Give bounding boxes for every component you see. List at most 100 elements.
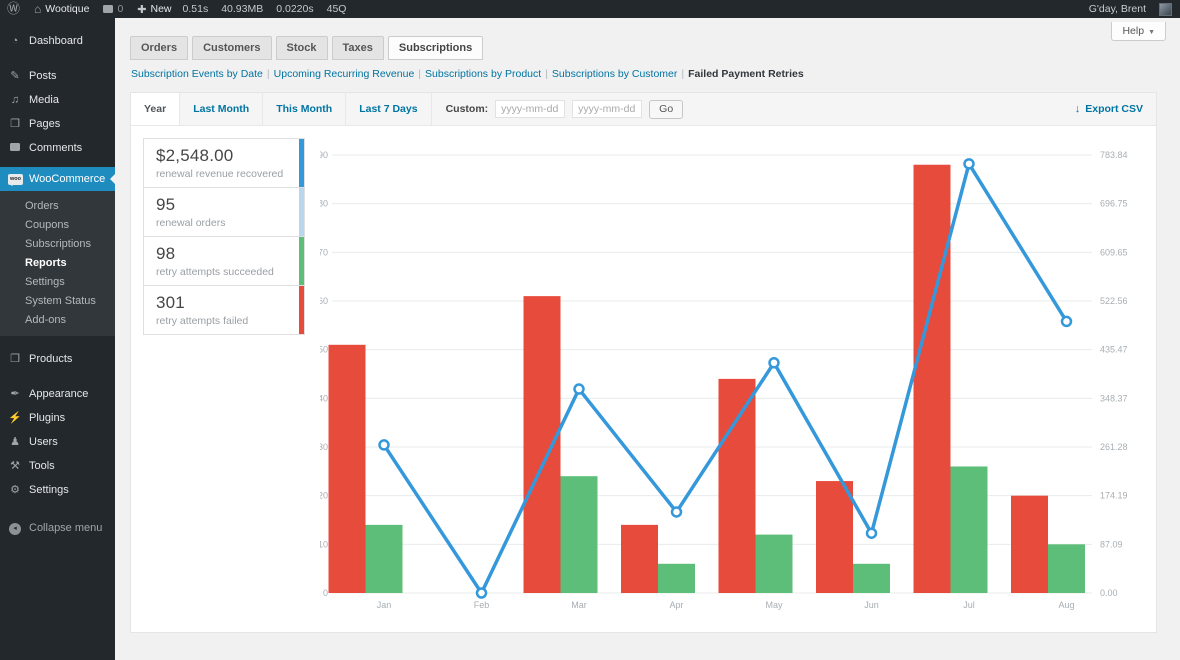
comments-shortcut[interactable]: 0 <box>96 0 130 18</box>
link-failed-payment-retries: Failed Payment Retries <box>688 68 804 80</box>
user-avatar[interactable] <box>1159 2 1172 16</box>
comment-bubble-icon <box>103 5 114 13</box>
admin-bar: Ⓦ ⌂ Wootique 0 ✚ New 0.51s 40.93MB 0.022… <box>0 0 1180 18</box>
legend-label: renewal revenue recovered <box>156 168 284 180</box>
svg-text:522.56: 522.56 <box>1100 296 1128 306</box>
range-tab-year[interactable]: Year <box>131 93 181 125</box>
link-subscriptions-by-product[interactable]: Subscriptions by Product <box>425 68 542 80</box>
wordpress-logo-menu[interactable]: Ⓦ <box>0 0 27 18</box>
sidebar-item-pages[interactable]: ❐ Pages <box>0 112 115 136</box>
link-upcoming-recurring-revenue[interactable]: Upcoming Recurring Revenue <box>273 68 415 80</box>
svg-text:10: 10 <box>320 539 328 549</box>
date-range-bar: Year Last Month This Month Last 7 Days C… <box>131 93 1156 126</box>
pages-icon: ❐ <box>10 118 20 130</box>
range-tab-this-month[interactable]: This Month <box>263 93 347 125</box>
sidebar-item-appearance[interactable]: ✒ Appearance <box>0 382 115 406</box>
svg-text:0: 0 <box>323 588 328 598</box>
svg-text:783.84: 783.84 <box>1100 150 1128 160</box>
submenu-item-add-ons[interactable]: Add-ons <box>25 313 66 326</box>
submenu-item-subscriptions[interactable]: Subscriptions <box>25 237 92 250</box>
sidebar-item-posts[interactable]: ✎ Posts <box>0 64 115 88</box>
submenu-item-coupons[interactable]: Coupons <box>25 218 70 231</box>
stat-query-count: 45Q <box>326 3 347 15</box>
submenu-item-system-status[interactable]: System Status <box>25 294 96 307</box>
legend-value: $2,548.00 <box>156 146 234 165</box>
svg-text:Mar: Mar <box>571 600 587 610</box>
tab-stock[interactable]: Stock <box>275 36 328 60</box>
tab-taxes[interactable]: Taxes <box>331 36 384 60</box>
tab-orders[interactable]: Orders <box>130 36 189 60</box>
svg-text:Apr: Apr <box>669 600 683 610</box>
stat-load-time: 0.51s <box>182 3 209 15</box>
svg-text:20: 20 <box>320 491 328 501</box>
sidebar-item-label: Users <box>29 436 58 448</box>
custom-range-start-input[interactable] <box>495 100 566 118</box>
export-csv-link[interactable]: ↓ Export CSV <box>1062 93 1156 125</box>
svg-text:70: 70 <box>320 247 328 257</box>
svg-text:Jan: Jan <box>377 600 392 610</box>
download-arrow-icon: ↓ <box>1074 103 1081 115</box>
legend-card-retry-succeeded[interactable]: 98 retry attempts succeeded <box>143 236 305 286</box>
chart-legend: $2,548.00 renewal revenue recovered 95 r… <box>143 138 305 624</box>
active-menu-arrow <box>105 174 115 184</box>
custom-range-zone: Custom: Go <box>432 93 684 125</box>
link-subscription-events-by-date[interactable]: Subscription Events by Date <box>131 68 263 80</box>
legend-label: renewal orders <box>156 217 226 229</box>
admin-sidebar: ◔ Dashboard ✎ Posts ♫ Media ❐ Pages Comm… <box>0 18 115 660</box>
settings-icon: ⚙ <box>10 484 20 496</box>
submenu-item-orders[interactable]: Orders <box>25 199 59 212</box>
site-name-link[interactable]: ⌂ Wootique <box>27 0 96 18</box>
svg-text:50: 50 <box>320 345 328 355</box>
sidebar-item-comments[interactable]: Comments <box>0 136 115 160</box>
svg-text:348.37: 348.37 <box>1100 393 1128 403</box>
woocommerce-submenu: Orders Coupons Subscriptions Reports Set… <box>0 191 115 336</box>
dashboard-icon: ◔ <box>11 35 19 47</box>
range-tab-last-7-days[interactable]: Last 7 Days <box>346 93 432 125</box>
sidebar-item-plugins[interactable]: ⚡ Plugins <box>0 406 115 430</box>
users-icon: ♟ <box>10 436 20 448</box>
user-greeting: G'day, Brent <box>1088 3 1146 15</box>
sidebar-item-label: Tools <box>29 460 55 472</box>
submenu-item-reports[interactable]: Reports <box>25 256 67 269</box>
comments-icon <box>8 142 22 154</box>
help-button[interactable]: Help ▼ <box>1111 22 1166 41</box>
sidebar-item-settings[interactable]: ⚙ Settings <box>0 478 115 502</box>
site-name: Wootique <box>45 3 90 15</box>
sidebar-item-products[interactable]: ❒ Products <box>0 347 115 371</box>
tab-subscriptions[interactable]: Subscriptions <box>387 36 484 60</box>
sidebar-item-media[interactable]: ♫ Media <box>0 88 115 112</box>
plugins-icon: ⚡ <box>8 412 22 424</box>
svg-text:40: 40 <box>320 393 328 403</box>
legend-card-retry-failed[interactable]: 301 retry attempts failed <box>143 285 305 335</box>
stat-query-time: 0.0220s <box>276 3 314 15</box>
submenu-item-settings[interactable]: Settings <box>25 275 65 288</box>
sidebar-item-label: Plugins <box>29 412 66 424</box>
legend-card-renewal-revenue[interactable]: $2,548.00 renewal revenue recovered <box>143 138 305 188</box>
legend-label: retry attempts failed <box>156 315 249 327</box>
sidebar-item-users[interactable]: ♟ Users <box>0 430 115 454</box>
link-subscriptions-by-customer[interactable]: Subscriptions by Customer <box>551 68 678 80</box>
tab-customers[interactable]: Customers <box>192 36 272 60</box>
help-label: Help <box>1122 25 1145 37</box>
posts-icon: ✎ <box>10 70 20 82</box>
go-button[interactable]: Go <box>649 99 684 119</box>
my-account-menu[interactable]: G'day, Brent <box>1082 0 1153 18</box>
legend-card-renewal-orders[interactable]: 95 renewal orders <box>143 187 305 237</box>
range-tab-last-month[interactable]: Last Month <box>180 93 264 125</box>
svg-text:Jun: Jun <box>864 600 879 610</box>
sidebar-item-dashboard[interactable]: ◔ Dashboard <box>0 29 115 53</box>
collapse-menu-button[interactable]: ◂ Collapse menu <box>0 515 115 541</box>
sidebar-item-label: Posts <box>29 70 57 82</box>
failed-payment-retries-chart[interactable]: 0 0.00 10 87.09 20 174.19 30 261.28 40 348.37 50 43… <box>318 138 1142 621</box>
custom-range-end-input[interactable] <box>572 100 643 118</box>
chart-container: 0 0.00 10 87.09 20 174.19 30 261.28 40 348.37 50 43… <box>318 138 1144 624</box>
sidebar-item-label: Products <box>29 353 73 365</box>
sidebar-item-tools[interactable]: ⚒ Tools <box>0 454 115 478</box>
plus-icon: ✚ <box>137 3 147 16</box>
new-content-menu[interactable]: ✚ New <box>130 0 178 18</box>
chevron-down-icon: ▼ <box>1148 29 1155 36</box>
sidebar-item-label: Pages <box>29 118 61 130</box>
svg-text:87.09: 87.09 <box>1100 539 1123 549</box>
media-icon: ♫ <box>10 94 20 106</box>
sidebar-item-woocommerce[interactable]: woo WooCommerce <box>0 167 115 191</box>
